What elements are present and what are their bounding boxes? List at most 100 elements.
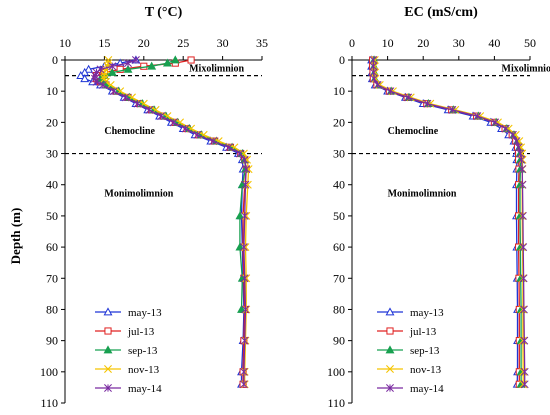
data-point-nov-13 xyxy=(371,74,380,83)
data-point-nov-13 xyxy=(242,274,251,283)
data-point-nov-13 xyxy=(214,137,223,146)
legend-label: may-14 xyxy=(410,383,444,395)
y-tick-label: 40 xyxy=(46,178,58,192)
legend-label: may-13 xyxy=(128,307,162,319)
data-point-nov-13 xyxy=(199,130,208,139)
data-point-may-14 xyxy=(518,211,527,220)
data-point-may-14 xyxy=(240,155,249,164)
data-point-sep-13 xyxy=(235,211,245,220)
series-line-nov-13 xyxy=(103,60,250,385)
panel-title: EC (mS/cm) xyxy=(404,5,478,20)
data-point-may-14 xyxy=(169,118,178,127)
y-tick-label: 0 xyxy=(339,53,345,67)
x-tick-label: 40 xyxy=(488,36,500,50)
y-tick-label: 10 xyxy=(333,84,345,98)
y-tick-label: 80 xyxy=(333,302,345,316)
y-tick-label: 50 xyxy=(46,209,58,223)
data-point-may-14 xyxy=(404,93,413,102)
series-line-may-13 xyxy=(79,59,245,385)
data-point-may-14 xyxy=(369,56,378,64)
data-point-may-14 xyxy=(519,274,528,283)
legend-label: may-13 xyxy=(410,307,444,319)
series-line-nov-13 xyxy=(374,60,524,385)
data-point-may-14 xyxy=(108,62,117,71)
data-point-nov-13 xyxy=(518,243,527,252)
data-point-may-14 xyxy=(491,118,500,127)
data-point-may-14 xyxy=(239,367,248,376)
data-point-may-14 xyxy=(514,143,523,152)
data-point-nov-13 xyxy=(370,56,379,64)
y-tick-label: 30 xyxy=(333,147,345,161)
legend-label: sep-13 xyxy=(410,345,440,357)
data-point-may-14 xyxy=(240,274,249,283)
data-point-nov-13 xyxy=(240,367,249,376)
data-point-jul-13 xyxy=(140,62,148,70)
data-point-may-14 xyxy=(121,93,130,102)
data-point-may-14 xyxy=(131,56,140,64)
data-point-may-14 xyxy=(133,99,142,108)
panel-title: T (°C) xyxy=(145,5,183,20)
legend-marker-jul-13 xyxy=(386,327,394,335)
y-tick-label: 90 xyxy=(333,334,345,348)
data-point-may-14 xyxy=(369,62,378,71)
y-tick-label: 70 xyxy=(333,271,345,285)
layer-label-chemocline: Chemocline xyxy=(388,126,439,137)
legend-marker-nov-13 xyxy=(386,365,394,373)
y-tick-label: 50 xyxy=(333,209,345,223)
layer-label-monimolimnion: Monimolimnion xyxy=(104,189,173,200)
data-point-may-14 xyxy=(181,124,190,133)
y-tick-label: 30 xyxy=(46,147,58,161)
data-point-may-14 xyxy=(145,105,154,114)
data-point-may-14 xyxy=(235,149,244,158)
legend-marker-sep-13 xyxy=(385,345,395,354)
y-tick-label: 110 xyxy=(40,396,58,410)
legend-label: jul-13 xyxy=(409,326,437,338)
legend-marker-jul-13 xyxy=(104,327,112,335)
data-point-nov-13 xyxy=(100,71,109,80)
x-tick-label: 30 xyxy=(217,36,229,50)
data-point-may-14 xyxy=(209,137,218,146)
data-point-may-14 xyxy=(386,87,395,96)
data-point-may-14 xyxy=(242,165,251,174)
y-tick-label: 90 xyxy=(46,334,58,348)
y-tick-label: 40 xyxy=(333,178,345,192)
data-point-jul-13 xyxy=(116,65,124,73)
data-point-may-14 xyxy=(473,112,482,121)
data-point-may-14 xyxy=(508,130,517,139)
data-point-may-13 xyxy=(80,74,90,83)
data-point-may-14 xyxy=(109,87,118,96)
x-tick-label: 10 xyxy=(59,36,71,50)
data-point-may-14 xyxy=(520,336,529,345)
data-point-jul-13 xyxy=(239,380,247,388)
y-tick-label: 80 xyxy=(46,302,58,316)
data-point-may-14 xyxy=(98,80,107,89)
temperature-panel: T (°C)10 15 20 25 30 350102030405060708090100… xyxy=(40,5,268,410)
layer-label-monimolimnion: Monimolimnion xyxy=(388,189,457,200)
data-point-nov-13 xyxy=(100,68,109,77)
data-point-may-14 xyxy=(193,130,202,139)
y-tick-label: 0 xyxy=(52,53,58,67)
data-point-sep-13 xyxy=(147,61,157,70)
y-tick-label: 20 xyxy=(46,115,58,129)
x-tick-label: 0 xyxy=(349,36,355,50)
series-line-may-14 xyxy=(372,60,526,385)
data-point-sep-13 xyxy=(235,242,245,251)
data-point-sep-13 xyxy=(170,55,180,64)
y-axis-label: Depth (m) xyxy=(8,208,23,265)
data-point-may-14 xyxy=(370,74,379,83)
x-tick-label: 10 xyxy=(382,36,394,50)
data-point-may-13 xyxy=(76,70,86,79)
data-point-nov-13 xyxy=(371,68,380,77)
data-point-may-14 xyxy=(519,305,528,314)
data-point-nov-13 xyxy=(518,155,527,164)
y-tick-label: 20 xyxy=(333,115,345,129)
data-point-may-14 xyxy=(373,80,382,89)
y-tick-label: 110 xyxy=(327,396,345,410)
data-point-nov-13 xyxy=(518,211,527,220)
legend-label: sep-13 xyxy=(128,345,158,357)
legend-marker-sep-13 xyxy=(103,345,113,354)
data-point-nov-13 xyxy=(518,336,527,345)
data-point-may-14 xyxy=(157,112,166,121)
data-point-sep-13 xyxy=(107,67,117,76)
data-point-may-14 xyxy=(520,380,529,389)
